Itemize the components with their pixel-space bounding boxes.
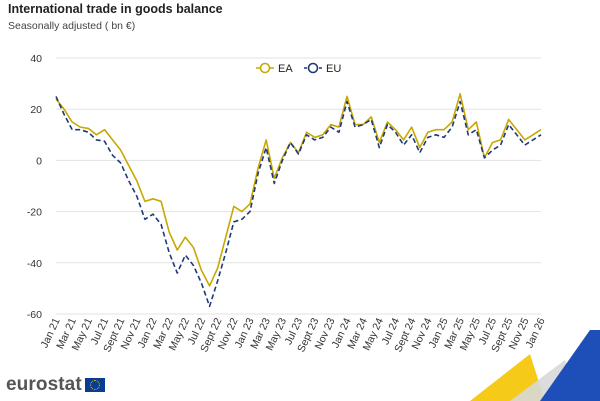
eurostat-logo: eurostat [6,374,105,396]
series-line-ea [55,93,542,287]
legend-marker-icon [259,62,271,74]
legend[interactable]: EA EU [256,62,341,75]
decorative-swoosh [470,330,600,401]
y-tick-label: 20 [30,104,42,116]
legend-label: EA [278,63,293,75]
legend-item-ea[interactable]: EA [256,62,293,75]
series-line-eu [55,96,542,308]
series-layer [55,93,542,308]
eu-flag-icon [84,378,105,392]
y-tick-label: -20 [27,207,42,219]
logo-text: eurostat [6,374,82,395]
legend-marker-icon [307,62,319,74]
legend-item-eu[interactable]: EU [304,62,341,75]
y-tick-label: -60 [27,309,42,321]
chart-title: International trade in goods balance [8,2,223,16]
legend-label: EU [326,63,341,75]
y-axis: 40 20 0 -20 -40 -60 [27,53,42,321]
y-tick-label: -40 [27,258,42,270]
y-tick-label: 0 [36,155,42,167]
y-tick-label: 40 [30,53,42,65]
chart-subtitle: Seasonally adjusted ( bn €) [8,20,136,32]
grid-layer [56,57,541,315]
